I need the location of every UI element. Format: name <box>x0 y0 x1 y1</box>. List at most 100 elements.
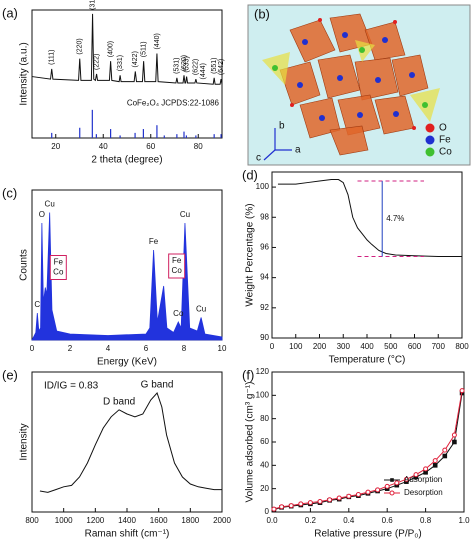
x-tick-label: 0.8 <box>420 516 432 525</box>
x-tick-label: 0.0 <box>266 516 278 525</box>
x-axis-label: 2 theta (degree) <box>91 155 162 166</box>
annotation: ID/IG = 0.83 <box>44 381 99 392</box>
x-tick-label: 1800 <box>181 516 199 525</box>
x-tick-label: 700 <box>432 342 446 351</box>
axis-letter: a <box>295 145 301 156</box>
peak-label: O <box>39 210 45 219</box>
legend-swatch <box>425 147 435 157</box>
x-tick-label: 100 <box>289 342 303 351</box>
panel-label: (e) <box>2 367 18 382</box>
line <box>31 13 223 85</box>
x-tick-label: 0 <box>30 344 35 353</box>
y-tick-label: 100 <box>256 182 270 191</box>
y-tick-label: 98 <box>260 212 269 221</box>
x-tick-label: 8 <box>182 344 187 353</box>
marker <box>432 463 438 468</box>
marker <box>298 501 304 507</box>
panel-label: (a) <box>2 5 18 20</box>
legend-label: Adsorption <box>404 475 442 484</box>
x-tick-label: 0.6 <box>382 516 394 525</box>
marker <box>271 506 277 512</box>
peak-label: (551) <box>211 57 218 73</box>
peak-label: (311) <box>89 0 96 10</box>
peak-label: (220) <box>77 38 84 54</box>
y-tick-label: 40 <box>260 460 269 469</box>
x-tick-label: 800 <box>25 516 39 525</box>
peak-label: Cu <box>180 210 190 219</box>
marker <box>442 447 448 453</box>
x-axis-label: Raman shift (cm⁻¹) <box>85 529 170 540</box>
marker <box>375 487 381 493</box>
reference-label: CoFe₂O₄ JCPDS:22-1086 <box>127 99 220 108</box>
axis-letter: b <box>279 121 285 132</box>
marker <box>307 500 313 506</box>
line <box>39 392 222 493</box>
marker <box>384 483 390 489</box>
marker <box>355 492 361 497</box>
label-box <box>49 255 67 280</box>
legend-marker <box>389 490 395 496</box>
y-axis-label: Intensity (a.u.) <box>19 42 30 105</box>
peak-label: (533) <box>183 56 190 72</box>
marker <box>442 453 448 459</box>
peak-label: (444) <box>200 63 207 79</box>
x-tick-label: 1600 <box>150 516 168 525</box>
legend-swatch <box>425 123 435 133</box>
peak-label: (222) <box>93 54 100 70</box>
marker <box>317 499 323 504</box>
x-tick-label: 400 <box>360 342 374 351</box>
x-tick-label: 1400 <box>118 516 136 525</box>
panel-label: (d) <box>242 167 258 182</box>
x-axis-label: Energy (KeV) <box>97 357 157 368</box>
peak-label: (622) <box>193 59 200 75</box>
y-axis-label: Volume adsorbed (cm³ g⁻¹) <box>245 382 256 503</box>
box-label: Co <box>172 266 183 275</box>
marker <box>288 503 294 509</box>
legend-label: Fe <box>439 135 451 146</box>
x-tick-label: 2000 <box>213 516 231 525</box>
marker <box>336 495 342 501</box>
peak-label: C <box>34 300 40 309</box>
x-tick-label: 500 <box>384 342 398 351</box>
panel-label: (f) <box>242 367 254 382</box>
y-tick-label: 20 <box>260 484 269 493</box>
x-tick-label: 80 <box>194 142 203 151</box>
panel-label: (b) <box>254 6 270 21</box>
label-box <box>168 253 186 279</box>
annotation: 4.7% <box>386 214 404 223</box>
plot-frame <box>31 371 223 513</box>
x-tick-label: 10 <box>218 344 227 353</box>
marker <box>432 458 438 464</box>
marker <box>452 439 457 445</box>
lattice-axes <box>263 128 292 161</box>
legend-label: Desorption <box>404 488 443 497</box>
y-tick-label: 94 <box>260 273 269 282</box>
marker <box>394 480 400 486</box>
plot-frame <box>271 171 463 339</box>
peak-label: (331) <box>117 55 124 71</box>
x-axis-label: Temperature (°C) <box>329 355 406 366</box>
peak-label: (642) <box>218 59 225 75</box>
peak-label: (400) <box>107 41 114 57</box>
y-tick-label: 0 <box>265 507 270 516</box>
x-tick-label: 0.4 <box>343 516 355 525</box>
x-tick-label: 1000 <box>55 516 73 525</box>
marker <box>346 493 352 499</box>
x-tick-label: 800 <box>455 342 469 351</box>
box-label: Fe <box>172 256 182 265</box>
peak-label: (111) <box>49 50 56 65</box>
marker <box>451 432 457 438</box>
plot-frame <box>31 9 223 139</box>
x-tick-label: 4 <box>106 344 111 353</box>
y-tick-label: 100 <box>256 390 270 399</box>
x-tick-label: 1200 <box>86 516 104 525</box>
legend-label: Co <box>439 147 452 158</box>
marker <box>365 489 371 495</box>
x-axis-label: Relative pressure (P/P₀) <box>314 529 422 540</box>
box-label: Fe <box>54 258 64 267</box>
y-tick-label: 60 <box>260 437 269 446</box>
peak-label: Co <box>173 309 184 318</box>
marker <box>413 472 419 478</box>
marker <box>279 504 285 510</box>
